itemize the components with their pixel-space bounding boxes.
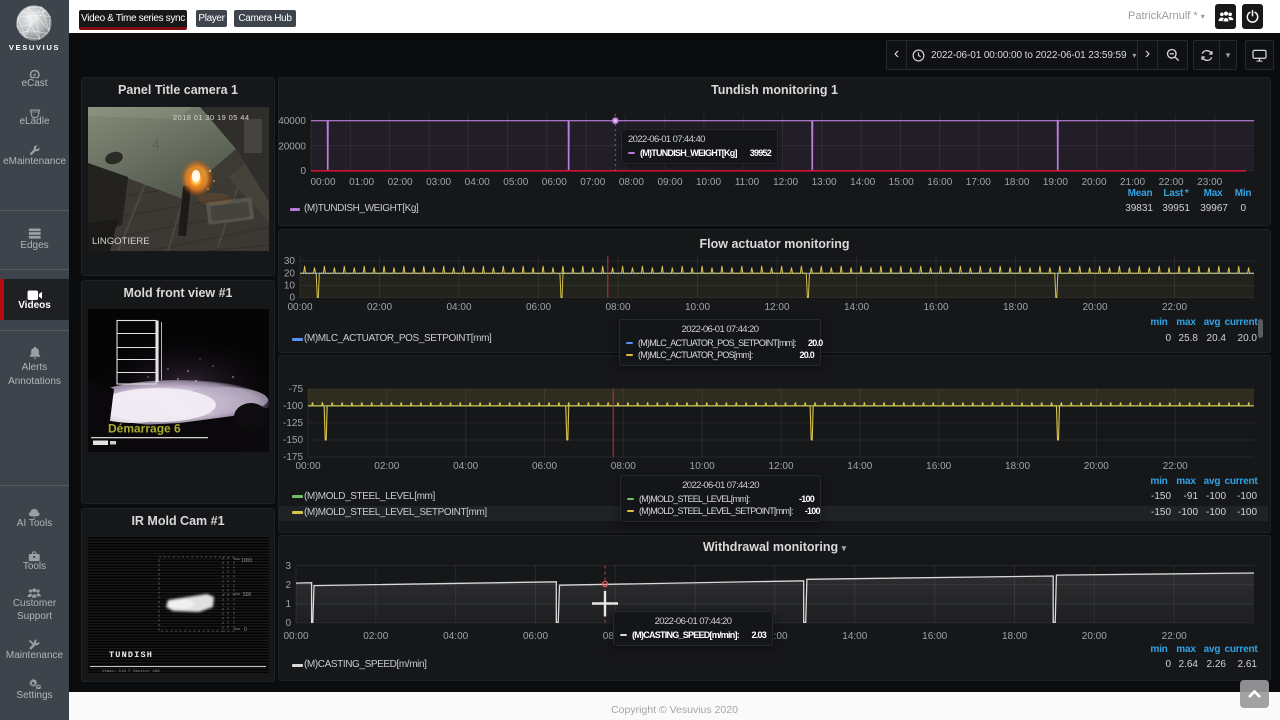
svg-text:20:00: 20:00	[1084, 461, 1109, 472]
svg-text:09:00: 09:00	[657, 177, 682, 188]
svg-text:15:00: 15:00	[889, 177, 914, 188]
svg-text:22:00: 22:00	[1163, 461, 1188, 472]
svg-text:06:00: 06:00	[526, 302, 551, 313]
svg-text:21:00: 21:00	[1120, 177, 1145, 188]
svg-text:2: 2	[285, 580, 291, 591]
svg-text:-75: -75	[289, 384, 304, 395]
svg-text:08:00: 08:00	[605, 302, 630, 313]
svg-text:16:00: 16:00	[922, 631, 947, 642]
svg-text:1: 1	[285, 599, 291, 610]
svg-text:00:00: 00:00	[295, 461, 320, 472]
svg-text:02:00: 02:00	[363, 631, 388, 642]
svg-text:06:00: 06:00	[532, 461, 557, 472]
svg-text:04:00: 04:00	[446, 302, 471, 313]
svg-text:40000: 40000	[278, 116, 306, 127]
svg-text:00:00: 00:00	[287, 302, 312, 313]
svg-text:20000: 20000	[278, 142, 306, 153]
svg-text:0: 0	[244, 627, 247, 633]
svg-text:08:00: 08:00	[611, 461, 636, 472]
svg-text:07:00: 07:00	[580, 177, 605, 188]
svg-text:Démarrage 6: Démarrage 6	[108, 422, 181, 436]
svg-text:30: 30	[284, 256, 296, 267]
svg-text:22:00: 22:00	[1159, 177, 1184, 188]
svg-text:11:00: 11:00	[735, 177, 760, 188]
svg-text:16:00: 16:00	[923, 302, 948, 313]
svg-text:19:00: 19:00	[1043, 177, 1068, 188]
svg-text:04:00: 04:00	[465, 177, 490, 188]
svg-text:0: 0	[285, 618, 291, 629]
svg-text:1000: 1000	[241, 558, 252, 564]
svg-text:17:00: 17:00	[966, 177, 991, 188]
svg-text:00:00: 00:00	[283, 631, 308, 642]
svg-text:14:00: 14:00	[850, 177, 875, 188]
svg-text:14:00: 14:00	[847, 461, 872, 472]
svg-text:12:00: 12:00	[768, 461, 793, 472]
svg-text:10: 10	[284, 281, 296, 292]
svg-text:02:00: 02:00	[388, 177, 413, 188]
svg-text:20:00: 20:00	[1082, 631, 1107, 642]
svg-text:08:00: 08:00	[619, 177, 644, 188]
svg-text:18:00: 18:00	[1005, 461, 1030, 472]
svg-text:2018 01 30 19 05 44: 2018 01 30 19 05 44	[173, 113, 249, 122]
svg-text:12:00: 12:00	[762, 631, 787, 642]
svg-text:04:00: 04:00	[453, 461, 478, 472]
svg-text:16:00: 16:00	[927, 177, 952, 188]
svg-text:3: 3	[285, 561, 291, 572]
svg-text:03:00: 03:00	[426, 177, 451, 188]
svg-text:20: 20	[284, 269, 296, 280]
svg-text:00:00: 00:00	[310, 177, 335, 188]
svg-text:500: 500	[243, 592, 252, 598]
svg-text:02:00: 02:00	[367, 302, 392, 313]
svg-text:12:00: 12:00	[764, 302, 789, 313]
svg-text:-150: -150	[283, 435, 303, 446]
svg-text:02:00: 02:00	[374, 461, 399, 472]
svg-text:05:00: 05:00	[503, 177, 528, 188]
svg-text:TUNDISH: TUNDISH	[109, 650, 153, 660]
svg-text:01:00: 01:00	[349, 177, 374, 188]
svg-text:0: 0	[289, 293, 295, 304]
svg-text:12:00: 12:00	[773, 177, 798, 188]
svg-text:10:00: 10:00	[696, 177, 721, 188]
svg-text:18:00: 18:00	[1004, 177, 1029, 188]
svg-text:20:00: 20:00	[1082, 302, 1107, 313]
svg-text:16:00: 16:00	[926, 461, 951, 472]
svg-text:10:00: 10:00	[690, 461, 715, 472]
svg-text:-100: -100	[283, 401, 303, 412]
svg-text:0: 0	[300, 166, 306, 177]
svg-text:22:00: 22:00	[1162, 302, 1187, 313]
svg-text:4: 4	[152, 136, 160, 152]
svg-text:13:00: 13:00	[812, 177, 837, 188]
svg-text:23:00: 23:00	[1197, 177, 1222, 188]
svg-text:10:00: 10:00	[685, 302, 710, 313]
svg-text:18:00: 18:00	[1002, 631, 1027, 642]
svg-text:22:00: 22:00	[1162, 631, 1187, 642]
svg-text:14:00: 14:00	[844, 302, 869, 313]
svg-text:-175: -175	[283, 452, 303, 463]
svg-text:06:00: 06:00	[523, 631, 548, 642]
svg-text:06:00: 06:00	[542, 177, 567, 188]
svg-text:LINGOTIERE: LINGOTIERE	[92, 236, 150, 247]
svg-text:04:00: 04:00	[443, 631, 468, 642]
svg-text:14:00: 14:00	[842, 631, 867, 642]
svg-text:-125: -125	[283, 418, 303, 429]
svg-text:Vtmax: 540 F Shutter 280: Vtmax: 540 F Shutter 280	[102, 669, 160, 673]
svg-text:20:00: 20:00	[1081, 177, 1106, 188]
svg-text:18:00: 18:00	[1003, 302, 1028, 313]
